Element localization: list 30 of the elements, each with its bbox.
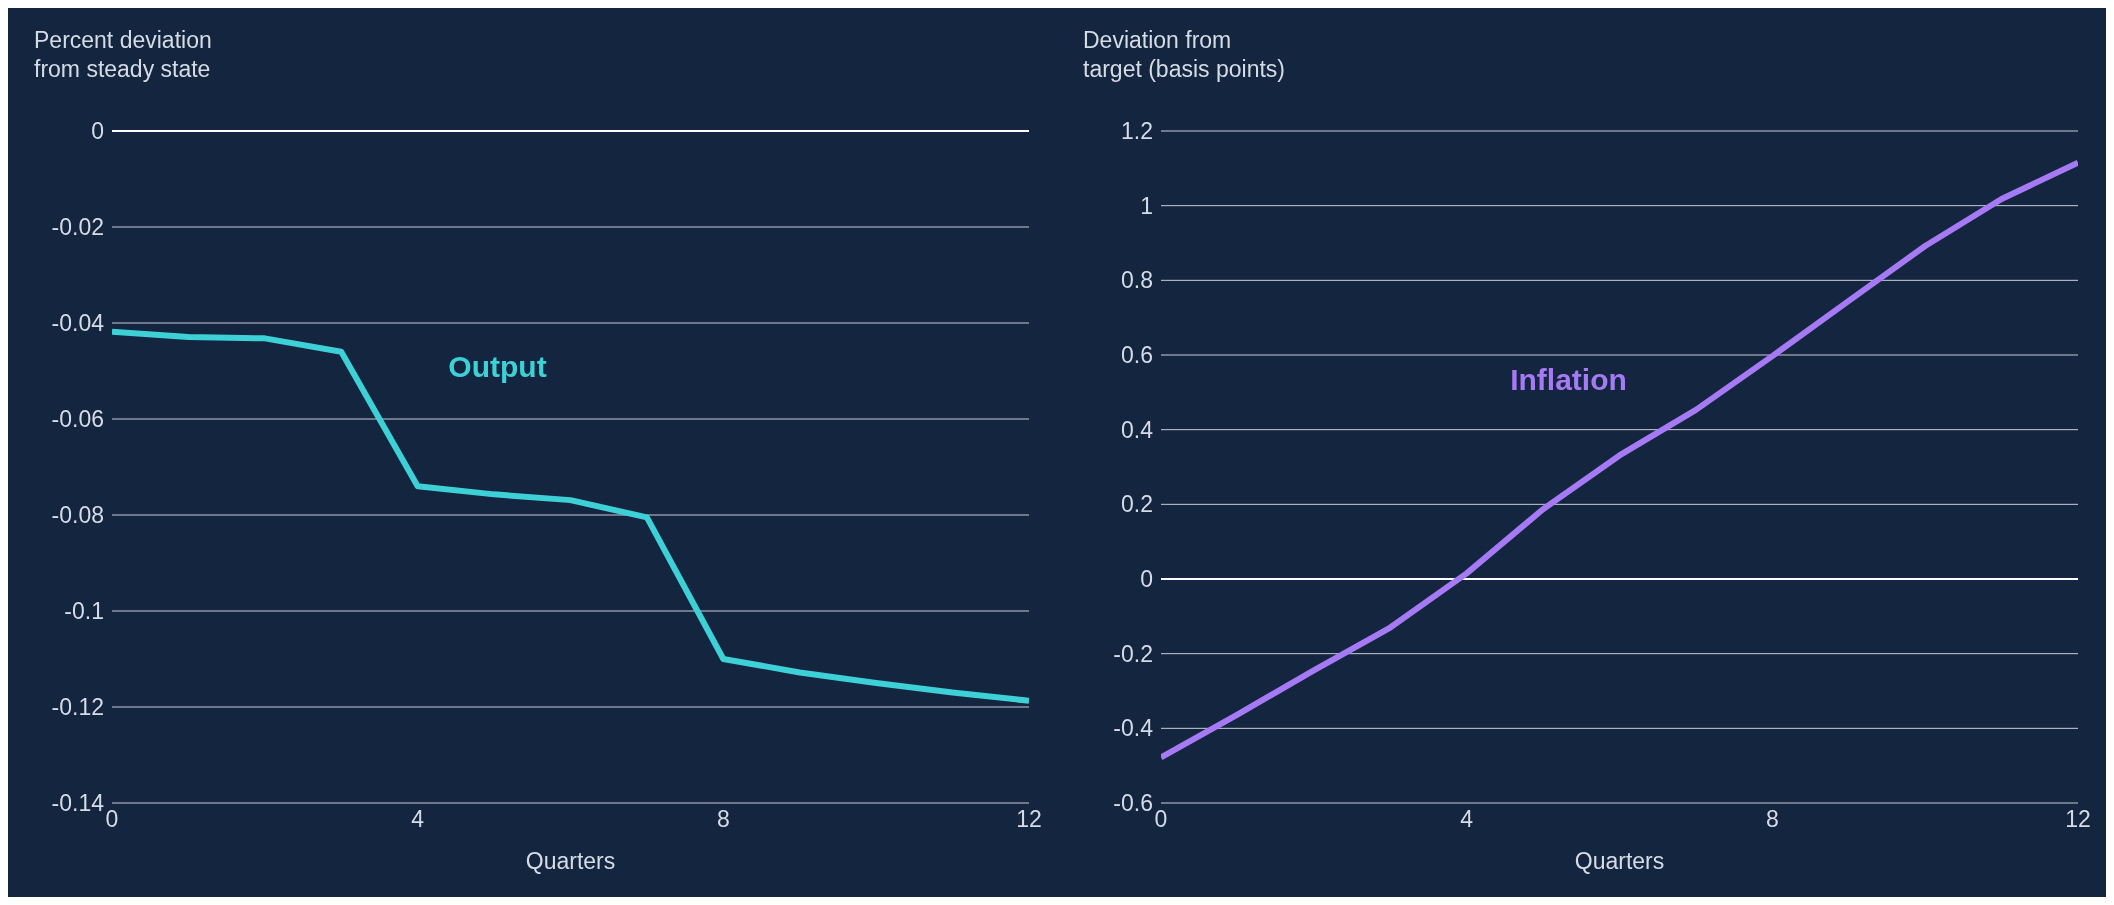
x-tick-label: 4: [411, 806, 425, 833]
text: Output: [448, 350, 547, 384]
y-tick-label: 1: [1140, 192, 1153, 219]
y-tick-label: -0.02: [51, 214, 104, 241]
y-tick-label: -0.2: [1113, 640, 1153, 667]
x-axis-title: Quarters: [1574, 848, 1665, 874]
y-tick-label: 0: [91, 118, 104, 145]
y-tick-label: 0: [1140, 566, 1153, 593]
y-tick-label: -0.06: [51, 406, 104, 433]
y-tick-label: -0.12: [51, 694, 104, 721]
y-tick-label: 1.2: [1121, 118, 1153, 145]
y-tick-label: 0.4: [1121, 416, 1154, 443]
x-tick-label: 4: [1460, 806, 1474, 833]
y-axis-title: Percent deviation from steady state: [34, 26, 213, 84]
x-axis-title: Quarters: [525, 848, 616, 874]
y-tick-label: -0.08: [51, 502, 104, 529]
series-label: Inflation: [1510, 363, 1627, 397]
y-axis-title: Deviation from target (basis points): [1083, 26, 1286, 84]
x-tick-label: 12: [1016, 806, 1042, 833]
y-tick-label: -0.1: [64, 598, 104, 625]
y-tick-label: 0.2: [1121, 491, 1153, 518]
x-tick-label: 8: [716, 806, 730, 833]
x-tick-label: 8: [1765, 806, 1779, 833]
y-tick-label: -0.4: [1113, 715, 1154, 742]
y-tick-label: 0.8: [1121, 267, 1153, 294]
y-tick-label: -0.04: [51, 310, 105, 337]
x-tick-label: 12: [2065, 806, 2091, 833]
y-tick-label: -0.14: [51, 790, 105, 817]
y-tick-label: 0.6: [1121, 342, 1153, 369]
y-tick-label: -0.6: [1113, 790, 1153, 817]
